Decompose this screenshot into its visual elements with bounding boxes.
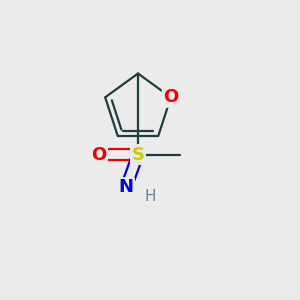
Text: S: S <box>131 146 145 164</box>
Text: H: H <box>144 189 156 204</box>
Text: O: O <box>163 88 178 106</box>
Text: N: N <box>118 178 134 196</box>
Text: O: O <box>92 146 106 164</box>
